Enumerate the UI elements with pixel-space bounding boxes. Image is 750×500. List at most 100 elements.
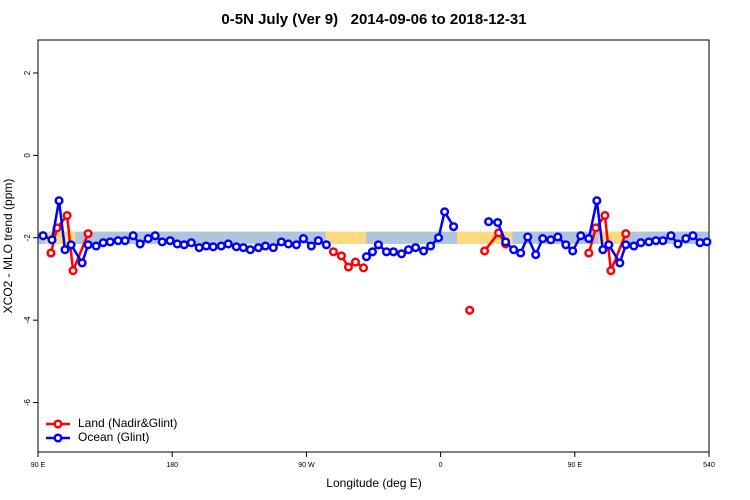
x-tick-label: 90 E — [568, 462, 583, 469]
data-point — [658, 236, 668, 246]
data-point — [426, 241, 436, 251]
data-point — [546, 235, 556, 245]
legend-label: Ocean (Glint) — [78, 430, 149, 444]
data-point — [186, 238, 196, 248]
data-point — [120, 236, 130, 246]
data-point — [465, 305, 475, 315]
data-point — [321, 240, 331, 250]
data-point — [179, 240, 189, 250]
data-point — [62, 210, 72, 221]
x-tick-label: 90 W — [298, 462, 315, 469]
data-point — [673, 239, 683, 249]
legend-marker — [53, 433, 63, 443]
data-point — [306, 241, 316, 251]
data-point — [135, 239, 145, 249]
data-point — [681, 234, 691, 244]
data-point — [600, 210, 610, 221]
data-point — [621, 240, 631, 250]
data-point — [201, 241, 211, 251]
data-point — [606, 266, 616, 276]
data-point — [343, 262, 353, 272]
data-point — [208, 242, 218, 252]
data-point — [509, 245, 519, 255]
data-point — [388, 247, 399, 257]
data-point — [150, 231, 160, 241]
data-point — [568, 246, 578, 256]
data-point — [433, 233, 444, 243]
data-point — [66, 240, 76, 250]
chart-title: 0-5N July (Ver 9) 2014-09-06 to 2018-12-… — [221, 11, 526, 28]
data-point — [561, 240, 571, 250]
data-point — [328, 247, 338, 257]
data-point — [373, 240, 383, 250]
data-point — [419, 246, 429, 256]
data-point — [91, 241, 101, 251]
data-point — [283, 239, 293, 249]
data-point — [54, 196, 64, 206]
data-point — [216, 241, 226, 251]
data-point — [538, 234, 548, 244]
data-point — [629, 241, 639, 251]
data-point — [361, 252, 372, 262]
background-band — [598, 231, 626, 244]
plot-frame — [37, 39, 710, 453]
data-point — [576, 231, 586, 241]
data-point — [60, 245, 70, 255]
data-point — [245, 245, 255, 255]
y-tick-label: 0 — [23, 153, 32, 158]
data-point — [591, 223, 601, 233]
data-point — [440, 207, 450, 217]
data-point — [298, 234, 308, 244]
data-point — [367, 247, 378, 257]
data-point — [651, 236, 661, 246]
x-tick-label: 540 — [703, 462, 715, 469]
data-point — [531, 250, 541, 260]
data-point — [253, 243, 263, 253]
data-point — [46, 248, 56, 258]
data-point — [291, 240, 301, 250]
y-tick-label: -6 — [23, 398, 32, 406]
data-point — [516, 248, 526, 258]
data-point — [644, 237, 654, 247]
data-point — [350, 257, 361, 267]
data-point — [636, 238, 646, 248]
data-point — [604, 240, 614, 250]
data-point — [313, 236, 323, 246]
data-point — [223, 239, 233, 249]
data-point — [480, 246, 490, 256]
data-point — [396, 249, 407, 259]
x-tick-label: 180 — [166, 462, 178, 469]
data-point — [584, 248, 594, 258]
data-point — [598, 245, 608, 255]
data-point — [666, 231, 676, 241]
data-point — [276, 237, 286, 247]
data-point — [688, 231, 698, 241]
data-point — [484, 217, 494, 227]
data-point — [231, 242, 241, 252]
data-point — [105, 237, 115, 247]
data-point — [47, 235, 57, 245]
data-point — [702, 237, 712, 247]
data-point — [615, 258, 625, 268]
data-point — [143, 234, 153, 244]
data-point — [268, 243, 278, 253]
data-point — [260, 241, 270, 251]
data-point — [98, 238, 108, 248]
data-point — [501, 237, 511, 247]
data-point — [523, 232, 533, 242]
y-tick-label: 2 — [23, 70, 32, 75]
data-point — [584, 234, 594, 244]
data-point — [621, 229, 631, 239]
x-axis-label: Longitude (deg E) — [326, 476, 421, 490]
data-point — [77, 258, 87, 268]
data-point — [157, 237, 167, 247]
data-point — [38, 231, 48, 241]
data-point — [381, 247, 392, 257]
data-point — [128, 231, 138, 241]
data-point — [553, 232, 563, 242]
data-point — [83, 229, 93, 239]
legend-label: Land (Nadir&Glint) — [78, 416, 177, 430]
data-point — [172, 239, 182, 249]
legend-marker — [53, 419, 63, 429]
